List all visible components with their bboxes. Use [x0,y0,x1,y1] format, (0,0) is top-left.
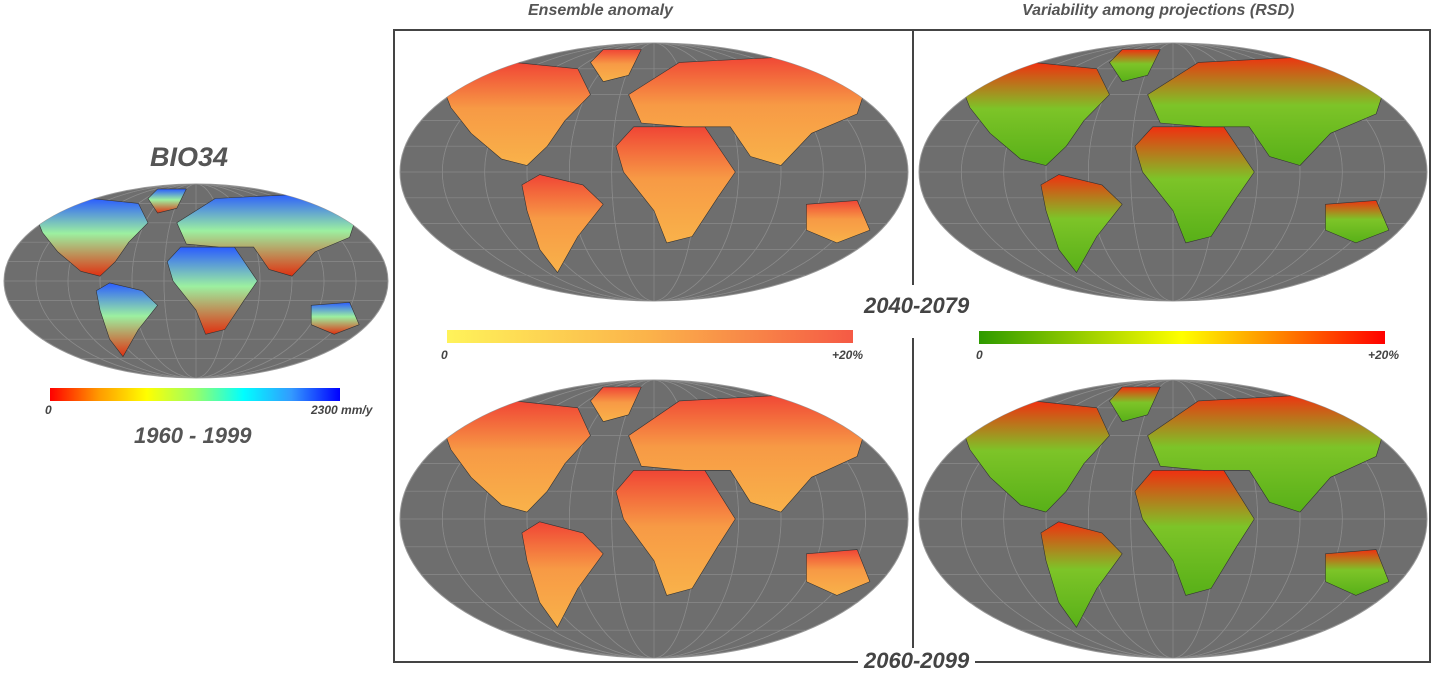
rsd-colorbar-max: +20% [1368,348,1399,362]
column-divider-bottom [912,338,914,663]
rsd-map-2060-2099 [917,378,1429,660]
bio34-baseline-map [2,182,390,380]
rsd-colorbar [979,331,1385,344]
rsd-map-2040-2079 [917,41,1429,303]
anomaly-colorbar-max: +20% [832,348,863,362]
bio34-colorbar-min: 0 [45,403,52,417]
baseline-period-label: 1960 - 1999 [134,423,251,449]
header-ensemble-anomaly: Ensemble anomaly [528,2,673,20]
anomaly-colorbar-min: 0 [441,348,448,362]
column-divider-top [912,29,914,285]
bio34-title: BIO34 [150,142,228,173]
rsd-colorbar-min: 0 [976,348,983,362]
anomaly-colorbar [447,330,853,343]
anomaly-map-2040-2079 [398,41,910,303]
bio34-colorbar-max: 2300 mm/y [311,403,372,417]
period-label-2060-2099: 2060-2099 [858,648,975,674]
period-label-2040-2079: 2040-2079 [858,293,975,319]
header-variability-rsd: Variability among projections (RSD) [1022,2,1294,20]
bio34-colorbar [50,388,340,401]
anomaly-map-2060-2099 [398,378,910,660]
